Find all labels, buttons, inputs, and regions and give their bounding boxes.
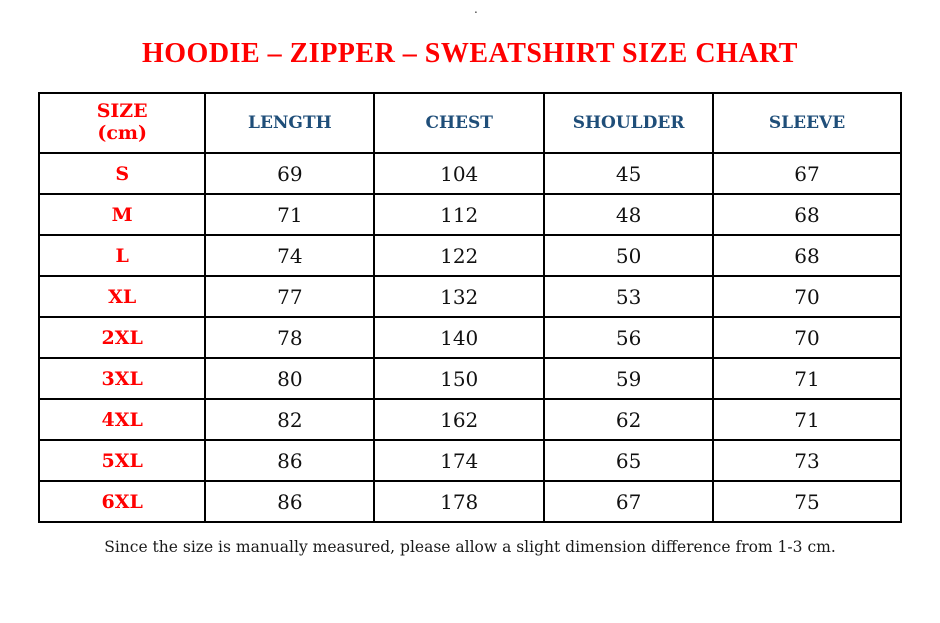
- length-value: 80: [204, 357, 376, 400]
- chest-value: 132: [373, 275, 546, 318]
- table-row: M 71 112 48 68: [37, 193, 902, 236]
- length-value: 71: [204, 193, 376, 236]
- size-label: XL: [37, 275, 207, 318]
- shoulder-value: 48: [543, 193, 715, 236]
- sleeve-value: 75: [712, 480, 902, 523]
- sleeve-value: 71: [712, 357, 902, 400]
- chest-value: 162: [373, 398, 546, 441]
- length-value: 82: [204, 398, 376, 441]
- chest-value: 150: [373, 357, 546, 400]
- size-label: S: [37, 152, 207, 195]
- table-row: 5XL 86 174 65 73: [37, 439, 902, 482]
- stray-dot: .: [474, 2, 478, 16]
- sleeve-value: 68: [712, 193, 902, 236]
- chest-value: 174: [373, 439, 546, 482]
- table-row: L 74 122 50 68: [37, 234, 902, 277]
- shoulder-value: 53: [543, 275, 715, 318]
- column-header-size: SIZE (cm): [37, 92, 207, 154]
- sleeve-value: 70: [712, 316, 902, 359]
- table-header-row: SIZE (cm) LENGTH CHEST SHOULDER SLEEVE: [37, 92, 902, 154]
- length-value: 77: [204, 275, 376, 318]
- shoulder-value: 50: [543, 234, 715, 277]
- sleeve-value: 70: [712, 275, 902, 318]
- size-label: 2XL: [37, 316, 207, 359]
- table-row: 2XL 78 140 56 70: [37, 316, 902, 359]
- table-row: 6XL 86 178 67 75: [37, 480, 902, 523]
- length-value: 74: [204, 234, 376, 277]
- sleeve-value: 71: [712, 398, 902, 441]
- page-title: HOODIE – ZIPPER – SWEATSHIRT SIZE CHART: [142, 38, 798, 69]
- table-row: 3XL 80 150 59 71: [37, 357, 902, 400]
- column-header-chest: CHEST: [373, 92, 546, 154]
- size-label: 4XL: [37, 398, 207, 441]
- shoulder-value: 56: [543, 316, 715, 359]
- chest-value: 112: [373, 193, 546, 236]
- column-header-sleeve: SLEEVE: [712, 92, 902, 154]
- chest-value: 178: [373, 480, 546, 523]
- shoulder-value: 45: [543, 152, 715, 195]
- length-value: 86: [204, 480, 376, 523]
- measurement-footnote: Since the size is manually measured, ple…: [104, 538, 836, 556]
- chest-value: 122: [373, 234, 546, 277]
- shoulder-value: 59: [543, 357, 715, 400]
- column-header-length: LENGTH: [204, 92, 376, 154]
- table-row: 4XL 82 162 62 71: [37, 398, 902, 441]
- table-row: S 69 104 45 67: [37, 152, 902, 195]
- size-chart-table: SIZE (cm) LENGTH CHEST SHOULDER SLEEVE S…: [37, 92, 902, 523]
- sleeve-value: 73: [712, 439, 902, 482]
- size-label: L: [37, 234, 207, 277]
- shoulder-value: 65: [543, 439, 715, 482]
- size-label: 6XL: [37, 480, 207, 523]
- column-header-shoulder: SHOULDER: [543, 92, 715, 154]
- length-value: 69: [204, 152, 376, 195]
- shoulder-value: 62: [543, 398, 715, 441]
- sleeve-value: 68: [712, 234, 902, 277]
- size-label: M: [37, 193, 207, 236]
- chest-value: 104: [373, 152, 546, 195]
- sleeve-value: 67: [712, 152, 902, 195]
- chest-value: 140: [373, 316, 546, 359]
- length-value: 86: [204, 439, 376, 482]
- length-value: 78: [204, 316, 376, 359]
- shoulder-value: 67: [543, 480, 715, 523]
- table-row: XL 77 132 53 70: [37, 275, 902, 318]
- size-label: 3XL: [37, 357, 207, 400]
- size-label: 5XL: [37, 439, 207, 482]
